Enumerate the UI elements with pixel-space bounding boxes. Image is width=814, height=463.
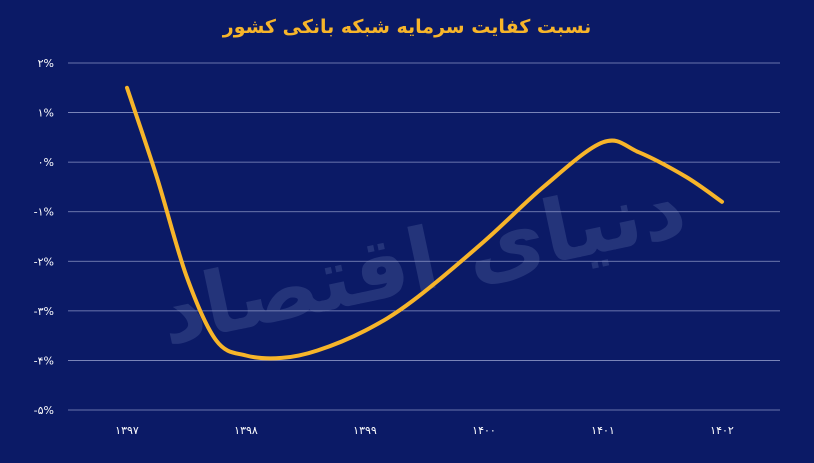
x-tick-label-1: ۱۳۹۸: [234, 424, 258, 437]
series-line-0: [125, 85, 724, 361]
axis-layer: ۲% ۱% ۰% -۱% -۲% -۳% -۴% -۵% ۱۳۹۷ ۱۳۹۸ ۱۳۹۹ ۱۴۰۰ ۱۴۰…: [34, 57, 734, 437]
x-tick-label-5: ۱۴۰۲: [710, 424, 734, 437]
y-tick-label-3: -۱%: [34, 206, 54, 219]
y-tick-label-5: -۳%: [34, 305, 54, 318]
chart-title: نسبت کفایت سرمایه شبکه بانکی کشور: [222, 16, 592, 38]
watermark-text: دنیای اقتصاد: [150, 156, 694, 365]
x-tick-label-0: ۱۳۹۷: [115, 424, 139, 437]
y-tick-label-7: -۵%: [34, 404, 54, 417]
watermark-layer: دنیای اقتصاد: [150, 156, 694, 365]
y-tick-label-1: ۱%: [38, 107, 54, 120]
series-layer: [125, 85, 724, 361]
x-tick-label-4: ۱۴۰۱: [591, 424, 615, 437]
y-tick-label-2: ۰%: [38, 156, 54, 169]
x-tick-label-2: ۱۳۹۹: [353, 424, 377, 437]
y-tick-label-0: ۲%: [38, 57, 54, 70]
y-tick-label-4: -۲%: [34, 255, 54, 268]
x-tick-label-3: ۱۴۰۰: [472, 424, 496, 437]
y-tick-label-6: -۴%: [34, 354, 54, 367]
